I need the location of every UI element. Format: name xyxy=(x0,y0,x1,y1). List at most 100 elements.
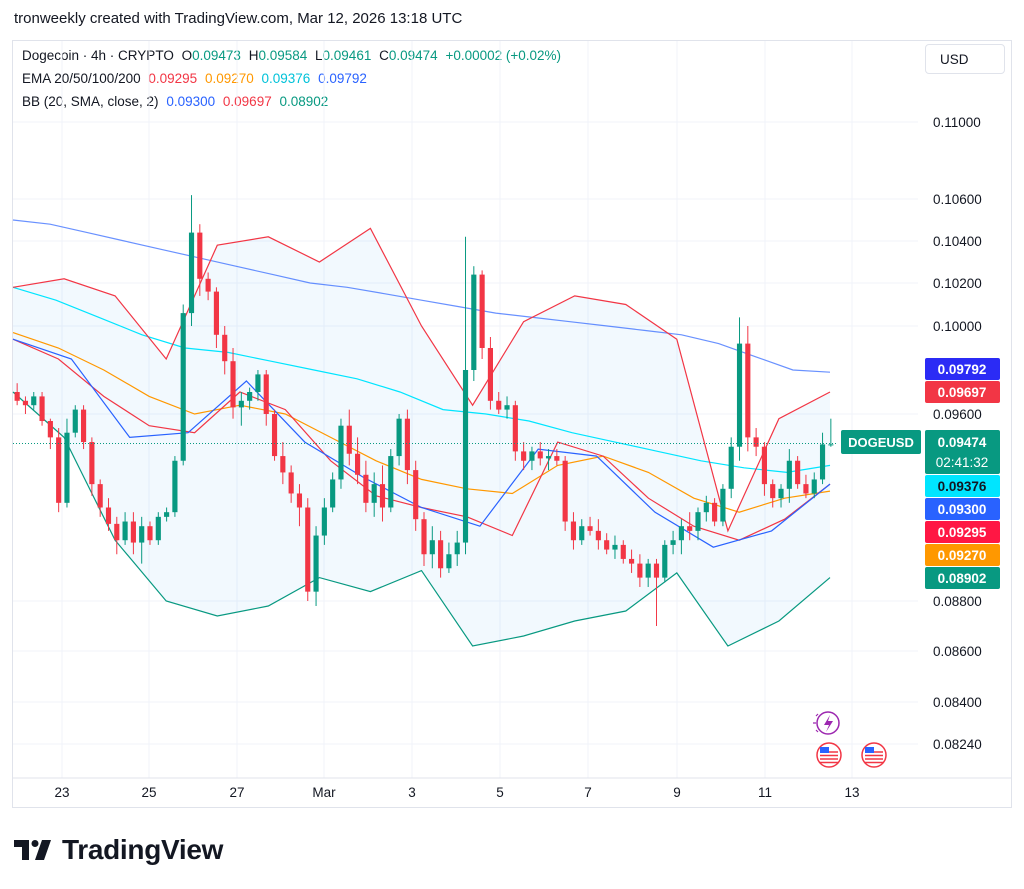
candle-body xyxy=(695,512,701,531)
candle-body xyxy=(670,540,676,545)
y-tick-label: 0.10000 xyxy=(933,319,982,334)
candle-body xyxy=(745,343,751,438)
candle-body xyxy=(521,451,527,461)
candle-body xyxy=(446,554,452,569)
lightning-sparkle xyxy=(813,713,819,733)
candle-body xyxy=(371,484,377,503)
axis-badge-bb_lower xyxy=(925,567,1000,589)
legend-ema50-value: 0.09270 xyxy=(204,71,254,86)
axis-badge-ema20 xyxy=(925,521,1000,543)
legend-close-value: 0.09474 xyxy=(388,48,438,63)
candle-body xyxy=(537,451,543,459)
legend-symbol[interactable]: Dogecoin · 4h · CRYPTO xyxy=(22,48,174,63)
symbol-price-tag-text: DOGEUSD xyxy=(848,435,914,450)
legend-ema-row[interactable]: EMA 20/50/100/200 0.09295 0.09270 0.0937… xyxy=(22,71,371,86)
candle-body xyxy=(720,488,726,522)
candle-body xyxy=(147,526,153,541)
legend-high-value: 0.09584 xyxy=(258,48,308,63)
candle-body xyxy=(770,484,776,499)
legend-change: +0.00002 (+0.02%) xyxy=(445,48,562,63)
axis-badge-bb_basis xyxy=(925,498,1000,520)
candle-body xyxy=(795,460,801,485)
tradingview-logo[interactable]: TradingView xyxy=(14,834,223,866)
candle-body xyxy=(22,400,29,406)
candle-body xyxy=(280,456,286,473)
axis-badge-value-ema100: 0.09376 xyxy=(938,479,987,494)
flag-canton xyxy=(865,747,874,753)
x-tick-label: 3 xyxy=(408,785,416,800)
candle-body xyxy=(629,558,635,564)
candle-body xyxy=(454,542,460,555)
y-tick-label: 0.08600 xyxy=(933,644,982,659)
ema200-line xyxy=(12,219,831,373)
candle-body xyxy=(803,484,809,494)
ema50-line xyxy=(12,332,831,513)
legend-low-label: L xyxy=(315,48,323,63)
x-tick-label: Mar xyxy=(312,785,336,800)
candle-body xyxy=(105,507,112,524)
axis-badge-value-bb_lower: 0.08902 xyxy=(938,571,987,586)
chart-caption: tronweekly created with TradingView.com,… xyxy=(14,10,463,27)
candle-body xyxy=(404,418,410,471)
legend-ohlc-row: Dogecoin · 4h · CRYPTO O0.09473 H0.09584… xyxy=(22,48,565,63)
candle-body xyxy=(512,405,518,452)
candle-body xyxy=(155,516,161,541)
candle-body xyxy=(139,526,145,543)
candle-body xyxy=(122,521,128,541)
candle-body xyxy=(570,521,577,541)
axis-badge-bb_upper xyxy=(925,381,1000,403)
legend-ema20-value: 0.09295 xyxy=(148,71,198,86)
candle-body xyxy=(736,343,743,447)
ema100-line xyxy=(12,286,831,474)
candle-body xyxy=(786,460,792,489)
candle-body xyxy=(471,274,477,370)
candle-body xyxy=(296,493,303,508)
candle-body xyxy=(81,409,87,443)
x-tick-label: 11 xyxy=(758,785,772,800)
legend-ema100-value: 0.09376 xyxy=(261,71,311,86)
legend-bb-lower-value: 0.08902 xyxy=(279,94,329,109)
candle-body xyxy=(819,444,826,480)
last-price-value: 0.09474 xyxy=(938,435,987,450)
candle-body xyxy=(653,563,660,578)
candle-body xyxy=(222,334,228,362)
candle-body xyxy=(687,526,693,531)
legend-ema200-value: 0.09792 xyxy=(318,71,367,86)
x-tick-label: 25 xyxy=(141,785,156,800)
legend-bb-row[interactable]: BB (20, SMA, close, 2) 0.09300 0.09697 0… xyxy=(22,94,332,109)
y-tick-label: 0.11000 xyxy=(933,115,981,130)
candle-body xyxy=(114,523,120,541)
axis-badge-value-bb_upper: 0.09697 xyxy=(938,385,987,400)
bb-lower-line xyxy=(12,391,831,647)
currency-button[interactable]: USD xyxy=(925,44,1005,74)
candle-body xyxy=(263,374,269,414)
x-tick-label: 13 xyxy=(844,785,859,800)
y-tick-label: 0.09600 xyxy=(933,407,982,422)
legend-open-label: O xyxy=(181,48,193,63)
bb-basis-line xyxy=(12,338,831,548)
axis-badge-value-ema200: 0.09792 xyxy=(938,362,987,377)
candle-body xyxy=(703,502,709,513)
axis-badge-ema200 xyxy=(925,358,1000,380)
candle-body xyxy=(662,544,668,578)
bar-countdown: 02:41:32 xyxy=(936,455,989,470)
candle-body xyxy=(637,563,643,578)
legend-bb-label: BB (20, SMA, close, 2) xyxy=(22,94,159,109)
candle-body xyxy=(338,425,344,480)
candle-body xyxy=(645,563,651,578)
candle-body xyxy=(761,446,767,485)
candle-body xyxy=(255,374,261,392)
candle-body xyxy=(545,456,552,459)
candle-body xyxy=(305,507,311,592)
y-tick-label: 0.08800 xyxy=(933,594,982,609)
candle-body xyxy=(562,460,568,522)
candle-body xyxy=(612,544,618,550)
axis-badge-ema100 xyxy=(925,475,1000,497)
candle-body xyxy=(413,470,419,520)
candle-body xyxy=(31,396,37,406)
candle-body xyxy=(728,446,734,489)
y-tick-label: 0.10600 xyxy=(933,192,982,207)
axis-badge-value-ema50: 0.09270 xyxy=(938,548,987,563)
x-tick-label: 7 xyxy=(584,785,592,800)
